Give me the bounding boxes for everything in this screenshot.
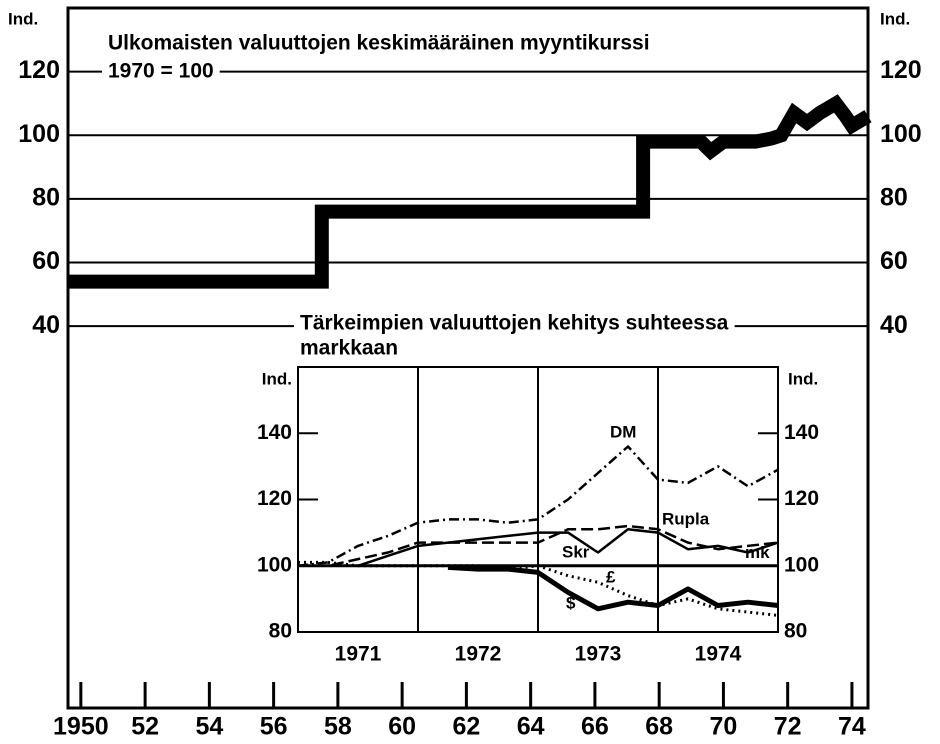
inset-x-label: 1971 bbox=[335, 643, 382, 666]
x-tick-label: 70 bbox=[710, 713, 738, 741]
y2-tick-label: 120 bbox=[880, 56, 922, 84]
inset-title: markkaan bbox=[300, 337, 398, 360]
inset-y-tick-label: 100 bbox=[257, 553, 292, 576]
inset-line bbox=[357, 528, 779, 567]
series-label: Rupla bbox=[662, 509, 710, 528]
x-tick-label: 60 bbox=[388, 713, 416, 741]
plot-frame bbox=[66, 6, 870, 710]
inset-y2-tick-label: 100 bbox=[784, 553, 819, 576]
label-background bbox=[102, 29, 656, 57]
x-tick-label: 52 bbox=[131, 713, 159, 741]
series-label: $ bbox=[566, 593, 576, 612]
x-tick-label: 74 bbox=[838, 713, 866, 741]
x-tick-label: 64 bbox=[517, 713, 545, 741]
inset-x-label: 1973 bbox=[575, 643, 622, 666]
inset-y-tick-label: 140 bbox=[257, 421, 292, 444]
inset-y2-tick-label: 120 bbox=[784, 487, 819, 510]
y2-tick-label: 100 bbox=[880, 120, 922, 148]
inset-y-axis-label: Ind. bbox=[262, 369, 292, 388]
y-axis-label: Ind. bbox=[8, 9, 38, 28]
series-label: Skr bbox=[562, 542, 590, 561]
x-tick-label: 62 bbox=[452, 713, 480, 741]
inset-x-label: 1974 bbox=[695, 643, 742, 666]
y-tick-label: 40 bbox=[32, 311, 60, 339]
x-tick-label: 66 bbox=[581, 713, 609, 741]
y2-tick-label: 60 bbox=[880, 247, 908, 275]
x-tick-label: 1950 bbox=[53, 713, 109, 741]
series-label: DM bbox=[610, 422, 636, 441]
y-tick-label: 60 bbox=[32, 247, 60, 275]
label-background bbox=[294, 334, 405, 362]
x-tick-label: 58 bbox=[324, 713, 352, 741]
chart-subtitle: 1970 = 100 bbox=[108, 60, 214, 83]
label-background bbox=[294, 309, 735, 337]
x-tick-label: 68 bbox=[645, 713, 673, 741]
x-tick-label: 54 bbox=[195, 713, 223, 741]
y2-tick-label: 80 bbox=[880, 184, 908, 212]
label-background bbox=[102, 57, 220, 85]
inset-line bbox=[297, 445, 779, 568]
series-label: £ bbox=[606, 567, 616, 586]
x-tick-label: 56 bbox=[260, 713, 288, 741]
inset-y2-tick-label: 140 bbox=[784, 421, 819, 444]
inset-x-label: 1972 bbox=[455, 643, 502, 666]
inset-y-tick-label: 80 bbox=[269, 620, 292, 643]
inset-line bbox=[447, 564, 779, 612]
inset-line bbox=[298, 524, 779, 568]
inset-y2-tick-label: 80 bbox=[784, 620, 807, 643]
inset-y-tick-label: 120 bbox=[257, 487, 292, 510]
y2-tick-label: 40 bbox=[880, 311, 908, 339]
main-line bbox=[68, 94, 872, 289]
y-tick-label: 100 bbox=[18, 120, 60, 148]
x-tick-label: 72 bbox=[774, 713, 802, 741]
y-tick-label: 120 bbox=[18, 56, 60, 84]
y-tick-label: 80 bbox=[32, 184, 60, 212]
inset-y2-axis-label: Ind. bbox=[788, 369, 818, 388]
y2-axis-label: Ind. bbox=[880, 9, 910, 28]
inset-title: Tärkeimpien valuuttojen kehitys suhteess… bbox=[300, 312, 729, 335]
chart-title: Ulkomaisten valuuttojen keskimääräinen m… bbox=[108, 32, 650, 55]
inset-line bbox=[298, 560, 779, 617]
